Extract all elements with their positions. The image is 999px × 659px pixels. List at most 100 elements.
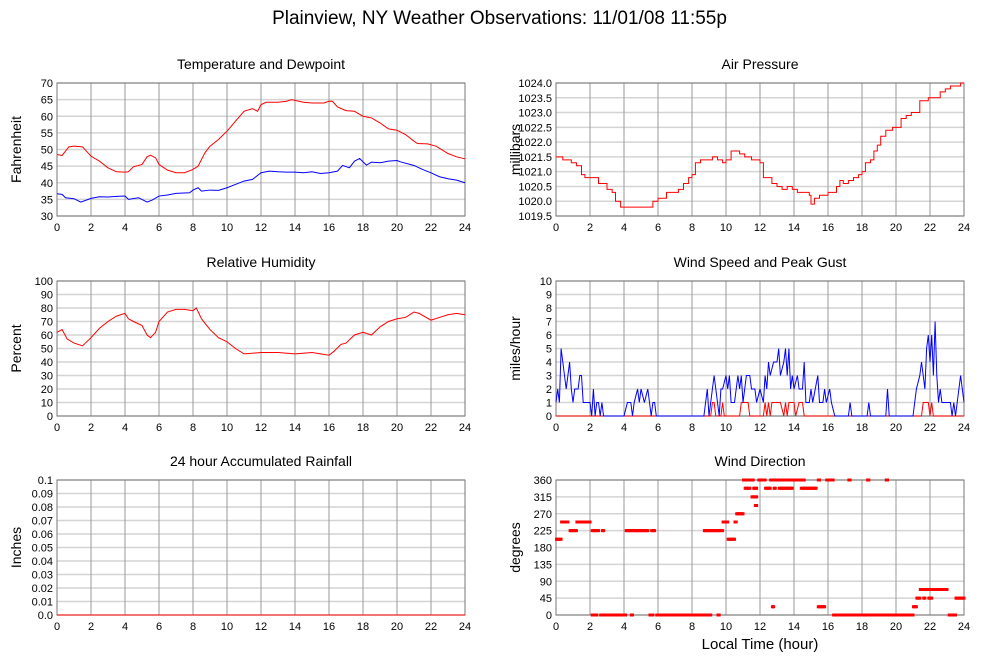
y-tick-label: 35 bbox=[41, 194, 53, 206]
data-point bbox=[602, 529, 606, 533]
x-tick-label: 24 bbox=[459, 422, 471, 434]
x-tick-label: 0 bbox=[553, 621, 559, 633]
y-tick-label: 1020.5 bbox=[518, 181, 552, 193]
x-tick-label: 10 bbox=[720, 222, 732, 234]
x-tick-label: 0 bbox=[553, 222, 559, 234]
data-point bbox=[823, 605, 827, 609]
main-title: Plainview, NY Weather Observations: 11/0… bbox=[272, 8, 727, 29]
y-tick-label: 1021.0 bbox=[518, 167, 552, 179]
y-tick-label: 315 bbox=[534, 492, 552, 504]
x-tick-label: 24 bbox=[958, 222, 970, 234]
x-tick-label: 2 bbox=[587, 422, 593, 434]
data-point bbox=[702, 613, 706, 617]
x-tick-label: 18 bbox=[856, 222, 868, 234]
x-tick-label: 6 bbox=[655, 222, 661, 234]
plot-frame bbox=[555, 82, 965, 217]
chart-title: Wind Speed and Peak Gust bbox=[674, 254, 847, 270]
x-tick-label: 0 bbox=[553, 422, 559, 434]
data-point bbox=[718, 613, 721, 617]
x-tick-label: 14 bbox=[289, 422, 301, 434]
x-tick-label: 16 bbox=[822, 422, 834, 434]
x-tick-label: 4 bbox=[122, 222, 128, 234]
x-tick-label: 10 bbox=[221, 222, 233, 234]
y-tick-label: 2 bbox=[546, 384, 552, 396]
x-tick-label: 10 bbox=[720, 621, 732, 633]
data-point bbox=[963, 596, 966, 600]
x-tick-label: 20 bbox=[391, 222, 403, 234]
y-tick-label: 0.03 bbox=[32, 570, 53, 582]
x-tick-label: 14 bbox=[289, 621, 301, 633]
x-tick-label: 4 bbox=[621, 222, 627, 234]
y-tick-label: 7 bbox=[546, 317, 552, 329]
data-point bbox=[560, 537, 563, 541]
x-tick-label: 0 bbox=[54, 422, 60, 434]
plot-frame bbox=[56, 82, 466, 217]
data-point bbox=[774, 486, 777, 490]
x-tick-label: 6 bbox=[156, 422, 162, 434]
data-point bbox=[866, 613, 869, 617]
y-tick-label: 225 bbox=[534, 526, 552, 538]
data-point bbox=[832, 478, 835, 482]
data-point bbox=[867, 478, 871, 482]
x-tick-label: 22 bbox=[425, 621, 437, 633]
x-tick-label: 20 bbox=[890, 222, 902, 234]
y-tick-label: 0.04 bbox=[32, 556, 53, 568]
data-point bbox=[748, 486, 752, 490]
x-tick-label: 0 bbox=[54, 621, 60, 633]
y-tick-label: 180 bbox=[534, 543, 552, 555]
x-tick-label: 4 bbox=[621, 422, 627, 434]
y-tick-label: 0 bbox=[546, 610, 552, 622]
series-line-temperature bbox=[56, 99, 466, 174]
x-tick-label: 2 bbox=[88, 222, 94, 234]
chart-rain: 0.00.01 0.020.03 0.040.05 0.060.07 0.080.09 0… bbox=[8, 453, 471, 633]
y-tick-label: 1020.0 bbox=[518, 196, 552, 208]
x-tick-label: 24 bbox=[958, 422, 970, 434]
x-tick-label: 20 bbox=[890, 422, 902, 434]
x-tick-label: 2 bbox=[587, 621, 593, 633]
y-axis-label: Percent bbox=[8, 324, 24, 372]
chart-pressure: 1019.51020.01020.51021.01021.51022.01022… bbox=[507, 56, 970, 234]
y-tick-label: 70 bbox=[41, 317, 53, 329]
x-tick-label: 6 bbox=[655, 422, 661, 434]
x-tick-label: 6 bbox=[156, 222, 162, 234]
data-point bbox=[923, 596, 927, 600]
x-tick-label: 20 bbox=[391, 422, 403, 434]
data-point bbox=[733, 537, 736, 541]
chart-title: Wind Direction bbox=[714, 453, 805, 469]
y-tick-label: 1023.0 bbox=[518, 108, 552, 120]
y-tick-label: 90 bbox=[540, 576, 552, 588]
y-tick-label: 100 bbox=[35, 276, 53, 288]
y-tick-label: 0.01 bbox=[32, 597, 53, 609]
data-point bbox=[646, 529, 650, 533]
y-tick-label: 1019.5 bbox=[518, 211, 552, 223]
x-tick-label: 4 bbox=[122, 422, 128, 434]
y-tick-label: 70 bbox=[41, 78, 53, 90]
x-tick-label: 20 bbox=[890, 621, 902, 633]
x-tick-label: 22 bbox=[425, 422, 437, 434]
x-tick-label: 10 bbox=[720, 422, 732, 434]
data-point bbox=[752, 478, 755, 482]
y-tick-label: 0.08 bbox=[32, 502, 53, 514]
y-tick-label: 60 bbox=[41, 111, 53, 123]
chart-title: Temperature and Dewpoint bbox=[177, 56, 345, 72]
x-tick-label: 6 bbox=[156, 621, 162, 633]
x-tick-label: 8 bbox=[689, 422, 695, 434]
x-tick-label: 20 bbox=[391, 621, 403, 633]
x-tick-label: 14 bbox=[788, 222, 800, 234]
x-tick-label: 16 bbox=[822, 621, 834, 633]
y-tick-label: 6 bbox=[546, 330, 552, 342]
x-tick-label: 4 bbox=[122, 621, 128, 633]
data-point bbox=[653, 529, 657, 533]
x-tick-label: 18 bbox=[357, 422, 369, 434]
y-tick-label: 360 bbox=[534, 475, 552, 487]
data-point bbox=[755, 495, 759, 499]
data-point bbox=[747, 478, 750, 482]
x-tick-label: 2 bbox=[587, 222, 593, 234]
y-tick-label: 10 bbox=[41, 398, 53, 410]
series-line-peak-gust bbox=[556, 402, 964, 417]
y-tick-label: 0.07 bbox=[32, 516, 53, 528]
y-axis-label: Inches bbox=[8, 527, 24, 568]
